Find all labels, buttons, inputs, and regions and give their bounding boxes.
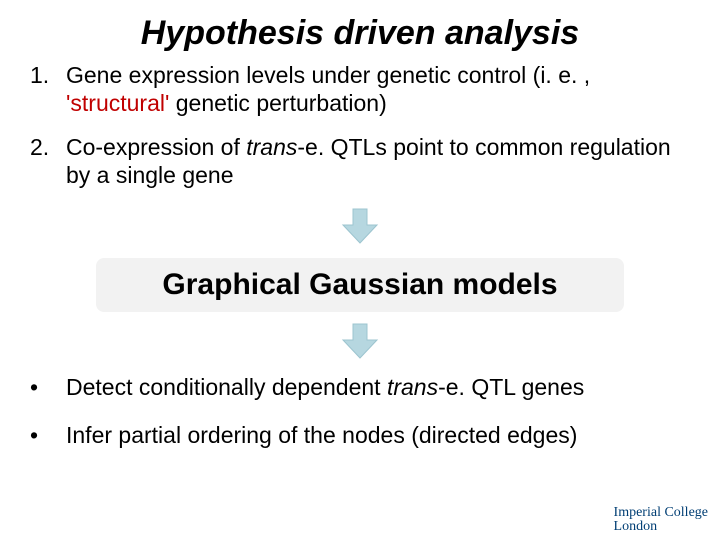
text-segment: genetic perturbation) [169, 90, 386, 116]
bullet-item: • Detect conditionally dependent trans-e… [30, 373, 690, 401]
logo-line1: Imperial College [614, 506, 708, 520]
bullet-dot: • [30, 421, 66, 449]
numbered-item: 2. Co-expression of trans-e. QTLs point … [30, 133, 690, 189]
arrow-down-2 [0, 320, 720, 367]
bullet-text: Infer partial ordering of the nodes (dir… [66, 421, 690, 449]
imperial-logo: Imperial College London [614, 506, 708, 534]
arrow-down-icon [339, 205, 381, 247]
text-segment: Infer partial ordering of the nodes (dir… [66, 422, 577, 448]
ggm-box: Graphical Gaussian models [96, 258, 624, 312]
arrow-path [343, 324, 377, 358]
italic-text: trans [246, 134, 297, 160]
arrow-down-icon [339, 320, 381, 362]
bullet-item: • Infer partial ordering of the nodes (d… [30, 421, 690, 449]
item-number: 1. [30, 61, 66, 117]
bullet-list: • Detect conditionally dependent trans-e… [0, 373, 720, 449]
text-segment: -e. QTL genes [438, 374, 584, 400]
logo-line2: London [614, 520, 708, 534]
text-segment: Co-expression of [66, 134, 246, 160]
arrow-down-1 [0, 205, 720, 252]
quoted-text: 'structural' [66, 90, 169, 116]
text-segment: Detect conditionally dependent [66, 374, 387, 400]
item-text: Gene expression levels under genetic con… [66, 61, 690, 117]
slide: Hypothesis driven analysis 1. Gene expre… [0, 0, 720, 540]
italic-text: trans [387, 374, 438, 400]
arrow-path [343, 209, 377, 243]
item-number: 2. [30, 133, 66, 189]
numbered-item: 1. Gene expression levels under genetic … [30, 61, 690, 117]
numbered-list: 1. Gene expression levels under genetic … [0, 61, 720, 189]
bullet-dot: • [30, 373, 66, 401]
bullet-text: Detect conditionally dependent trans-e. … [66, 373, 690, 401]
text-segment: Gene expression levels under genetic con… [66, 62, 590, 88]
item-text: Co-expression of trans-e. QTLs point to … [66, 133, 690, 189]
slide-title: Hypothesis driven analysis [0, 0, 720, 61]
